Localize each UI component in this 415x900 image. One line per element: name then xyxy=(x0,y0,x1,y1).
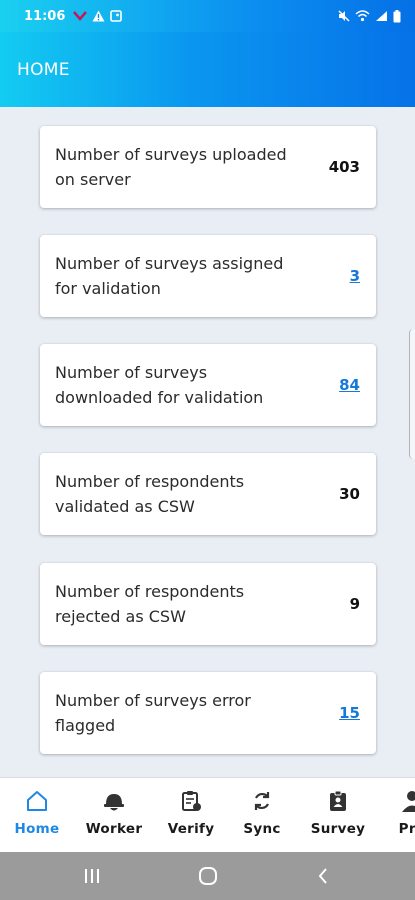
system-nav-bar xyxy=(0,852,415,900)
stat-card-assigned[interactable]: Number of surveys assigned for validatio… xyxy=(40,235,376,317)
clipboard-icon xyxy=(182,791,201,811)
stat-label: Number of surveys uploaded on server xyxy=(55,145,287,189)
nav-label: Pro xyxy=(398,821,415,837)
stat-value: 30 xyxy=(339,485,360,503)
stat-label: Number of surveys error flagged xyxy=(55,691,251,735)
stat-value-link[interactable]: 15 xyxy=(339,704,360,722)
nav-item-home[interactable]: Home xyxy=(2,788,72,837)
app-notification-icon xyxy=(73,11,88,21)
nav-item-sync[interactable]: Sync xyxy=(227,788,297,837)
stat-label: Number of respondents rejected as CSW xyxy=(55,582,245,626)
battery-icon xyxy=(393,9,401,22)
badge-icon xyxy=(330,790,346,811)
nav-label: Verify xyxy=(167,821,215,837)
page-title: HOME xyxy=(17,59,70,80)
stat-value-link[interactable]: 84 xyxy=(339,376,360,394)
status-time: 11:06 xyxy=(24,8,66,24)
stat-value: 9 xyxy=(349,595,360,613)
nav-item-profile[interactable]: Pro xyxy=(377,788,415,837)
image-icon xyxy=(110,10,123,22)
nav-label: Survey xyxy=(310,821,366,837)
signal-icon xyxy=(376,11,387,21)
stat-card-validated[interactable]: Number of respondents validated as CSW 3… xyxy=(40,453,376,535)
back-icon[interactable] xyxy=(316,866,330,886)
stat-label: Number of respondents validated as CSW xyxy=(55,472,245,516)
nav-item-worker[interactable]: Worker xyxy=(79,788,149,837)
stat-card-downloaded[interactable]: Number of surveys downloaded for validat… xyxy=(40,344,376,426)
nav-label: Worker xyxy=(85,821,143,837)
stat-card-uploaded[interactable]: Number of surveys uploaded on server 403 xyxy=(40,126,376,208)
stats-list[interactable]: Number of surveys uploaded on server 403… xyxy=(0,107,415,777)
mute-icon xyxy=(338,10,350,22)
helmet-icon xyxy=(104,794,124,811)
stat-label: Number of surveys downloaded for validat… xyxy=(55,363,264,407)
status-bar: 11:06 xyxy=(0,0,415,32)
nav-item-verify[interactable]: Verify xyxy=(156,788,226,837)
stat-value-link[interactable]: 3 xyxy=(349,267,360,285)
wifi-icon xyxy=(355,10,370,22)
nav-item-survey[interactable]: Survey xyxy=(303,788,373,837)
app-bar: HOME xyxy=(0,32,415,107)
stat-card-error-flagged[interactable]: Number of surveys error flagged 15 xyxy=(40,672,376,754)
nav-label: Home xyxy=(14,821,60,837)
recent-apps-icon[interactable] xyxy=(83,866,101,886)
profile-icon xyxy=(402,791,415,812)
stat-card-rejected[interactable]: Number of respondents rejected as CSW 9 xyxy=(40,563,376,645)
stat-value: 403 xyxy=(328,158,360,176)
home-button-icon[interactable] xyxy=(198,866,218,886)
home-icon xyxy=(27,791,47,811)
bottom-nav: Home Worker Verify Sync xyxy=(0,777,415,852)
stat-label: Number of surveys assigned for validatio… xyxy=(55,254,284,298)
warning-icon xyxy=(92,10,105,22)
sync-icon xyxy=(254,792,270,810)
side-panel-handle[interactable] xyxy=(409,329,415,459)
nav-label: Sync xyxy=(243,821,281,837)
